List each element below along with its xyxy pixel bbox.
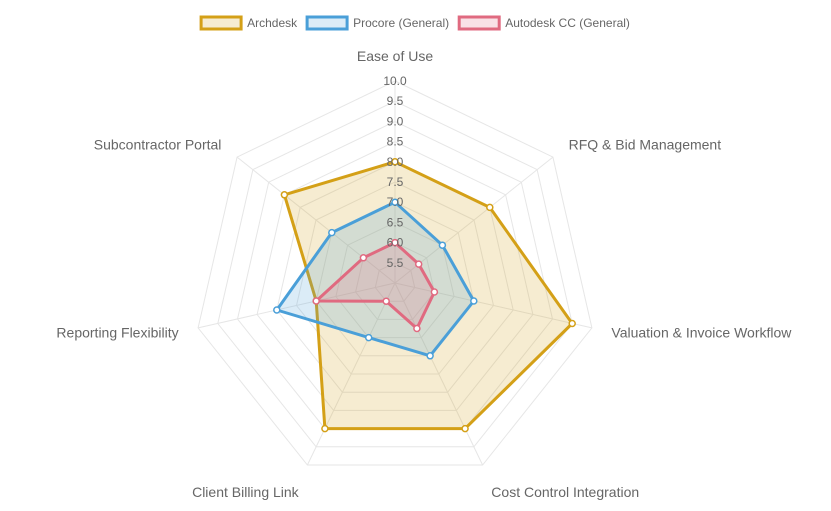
tick-label: 5.5 — [387, 256, 404, 270]
series-procore-general-point[interactable] — [470, 297, 478, 305]
axis-label-ease-of-use: Ease of Use — [357, 48, 433, 64]
series-autodesk-cc-general-point[interactable] — [359, 254, 368, 262]
series-archdesk-point[interactable] — [461, 424, 469, 433]
tick-label: 10.0 — [383, 74, 407, 88]
series-procore-general-point[interactable] — [391, 198, 399, 206]
grid-ring — [217, 100, 573, 448]
legend-item-procore-general[interactable]: Procore (General) — [305, 15, 449, 31]
tick-label: 6.0 — [387, 236, 404, 250]
series-procore-general-point[interactable] — [364, 333, 373, 342]
grid-ring — [295, 181, 495, 375]
legend-item-autodesk-cc-general[interactable]: Autodesk CC (General) — [457, 15, 630, 31]
series-procore-general-point[interactable] — [273, 306, 281, 314]
grid-ring — [197, 80, 593, 466]
series-archdesk-point[interactable] — [568, 319, 576, 328]
legend: Archdesk Procore (General) Autodesk CC (Ge… — [199, 15, 630, 31]
grid-ring — [256, 141, 534, 411]
grid-ring — [276, 161, 514, 393]
legend-label: Archdesk — [247, 16, 298, 30]
legend-swatch — [457, 15, 501, 31]
legend-swatch — [199, 15, 243, 31]
grid-spoke — [197, 282, 396, 329]
radial-tick-labels: 5.5 6.0 6.5 7.0 7.5 8.0 8.5 9.0 9.5 10.0 — [383, 74, 407, 270]
legend-label: Procore (General) — [353, 16, 449, 30]
series-archdesk-point[interactable] — [486, 203, 494, 212]
axis-label-cost-control-integration: Cost Control Integration — [491, 484, 639, 500]
series-procore-general-point[interactable] — [328, 228, 336, 237]
axis-label-rfq-bid-management: RFQ & Bid Management — [569, 137, 722, 153]
radar-series — [273, 158, 576, 433]
axis-labels: Ease of Use RFQ & Bid Management Valuation… — [56, 48, 792, 500]
series-archdesk-point[interactable] — [391, 158, 399, 166]
grid-ring — [374, 262, 416, 302]
series-archdesk-point[interactable] — [321, 424, 329, 433]
series-autodesk-cc-general-point[interactable] — [413, 324, 421, 333]
grid-ring — [355, 242, 435, 320]
tick-label: 6.5 — [387, 215, 404, 229]
tick-label: 9.5 — [387, 94, 404, 108]
tick-label: 8.5 — [387, 135, 404, 149]
tick-label: 7.0 — [387, 195, 404, 209]
tick-label: 8.0 — [387, 155, 404, 169]
series-procore-general-point[interactable] — [426, 352, 434, 360]
legend-swatch — [305, 15, 349, 31]
series-autodesk-cc-general-point[interactable] — [391, 238, 399, 247]
series-archdesk-point[interactable] — [280, 191, 289, 199]
axis-label-client-billing-link: Client Billing Link — [192, 484, 300, 500]
grid-spoke — [394, 282, 484, 466]
axis-label-subcontractor-portal: Subcontractor Portal — [94, 137, 222, 153]
series-autodesk-cc-general-point[interactable] — [382, 297, 390, 305]
grid-spoke — [394, 282, 593, 329]
tick-label: 9.0 — [387, 114, 404, 128]
tick-label: 7.5 — [387, 175, 404, 189]
legend-label: Autodesk CC (General) — [505, 16, 630, 30]
series-autodesk-cc-general-area — [314, 241, 436, 330]
grid-spoke — [236, 156, 396, 284]
legend-item-archdesk[interactable]: Archdesk — [199, 15, 298, 31]
axis-label-valuation-invoice-workflow: Valuation & Invoice Workflow — [611, 324, 792, 340]
series-autodesk-cc-general-point[interactable] — [312, 297, 320, 305]
series-archdesk-area — [282, 160, 574, 431]
series-autodesk-cc-general-point[interactable] — [414, 260, 423, 268]
series-autodesk-cc-general-point[interactable] — [430, 288, 439, 296]
axis-label-reporting-flexibility: Reporting Flexibility — [56, 324, 178, 340]
grid-spoke — [306, 282, 396, 466]
series-procore-general-area — [275, 200, 476, 358]
grid-ring — [335, 221, 455, 339]
series-procore-general-point[interactable] — [438, 241, 447, 249]
grid-ring — [315, 201, 475, 357]
